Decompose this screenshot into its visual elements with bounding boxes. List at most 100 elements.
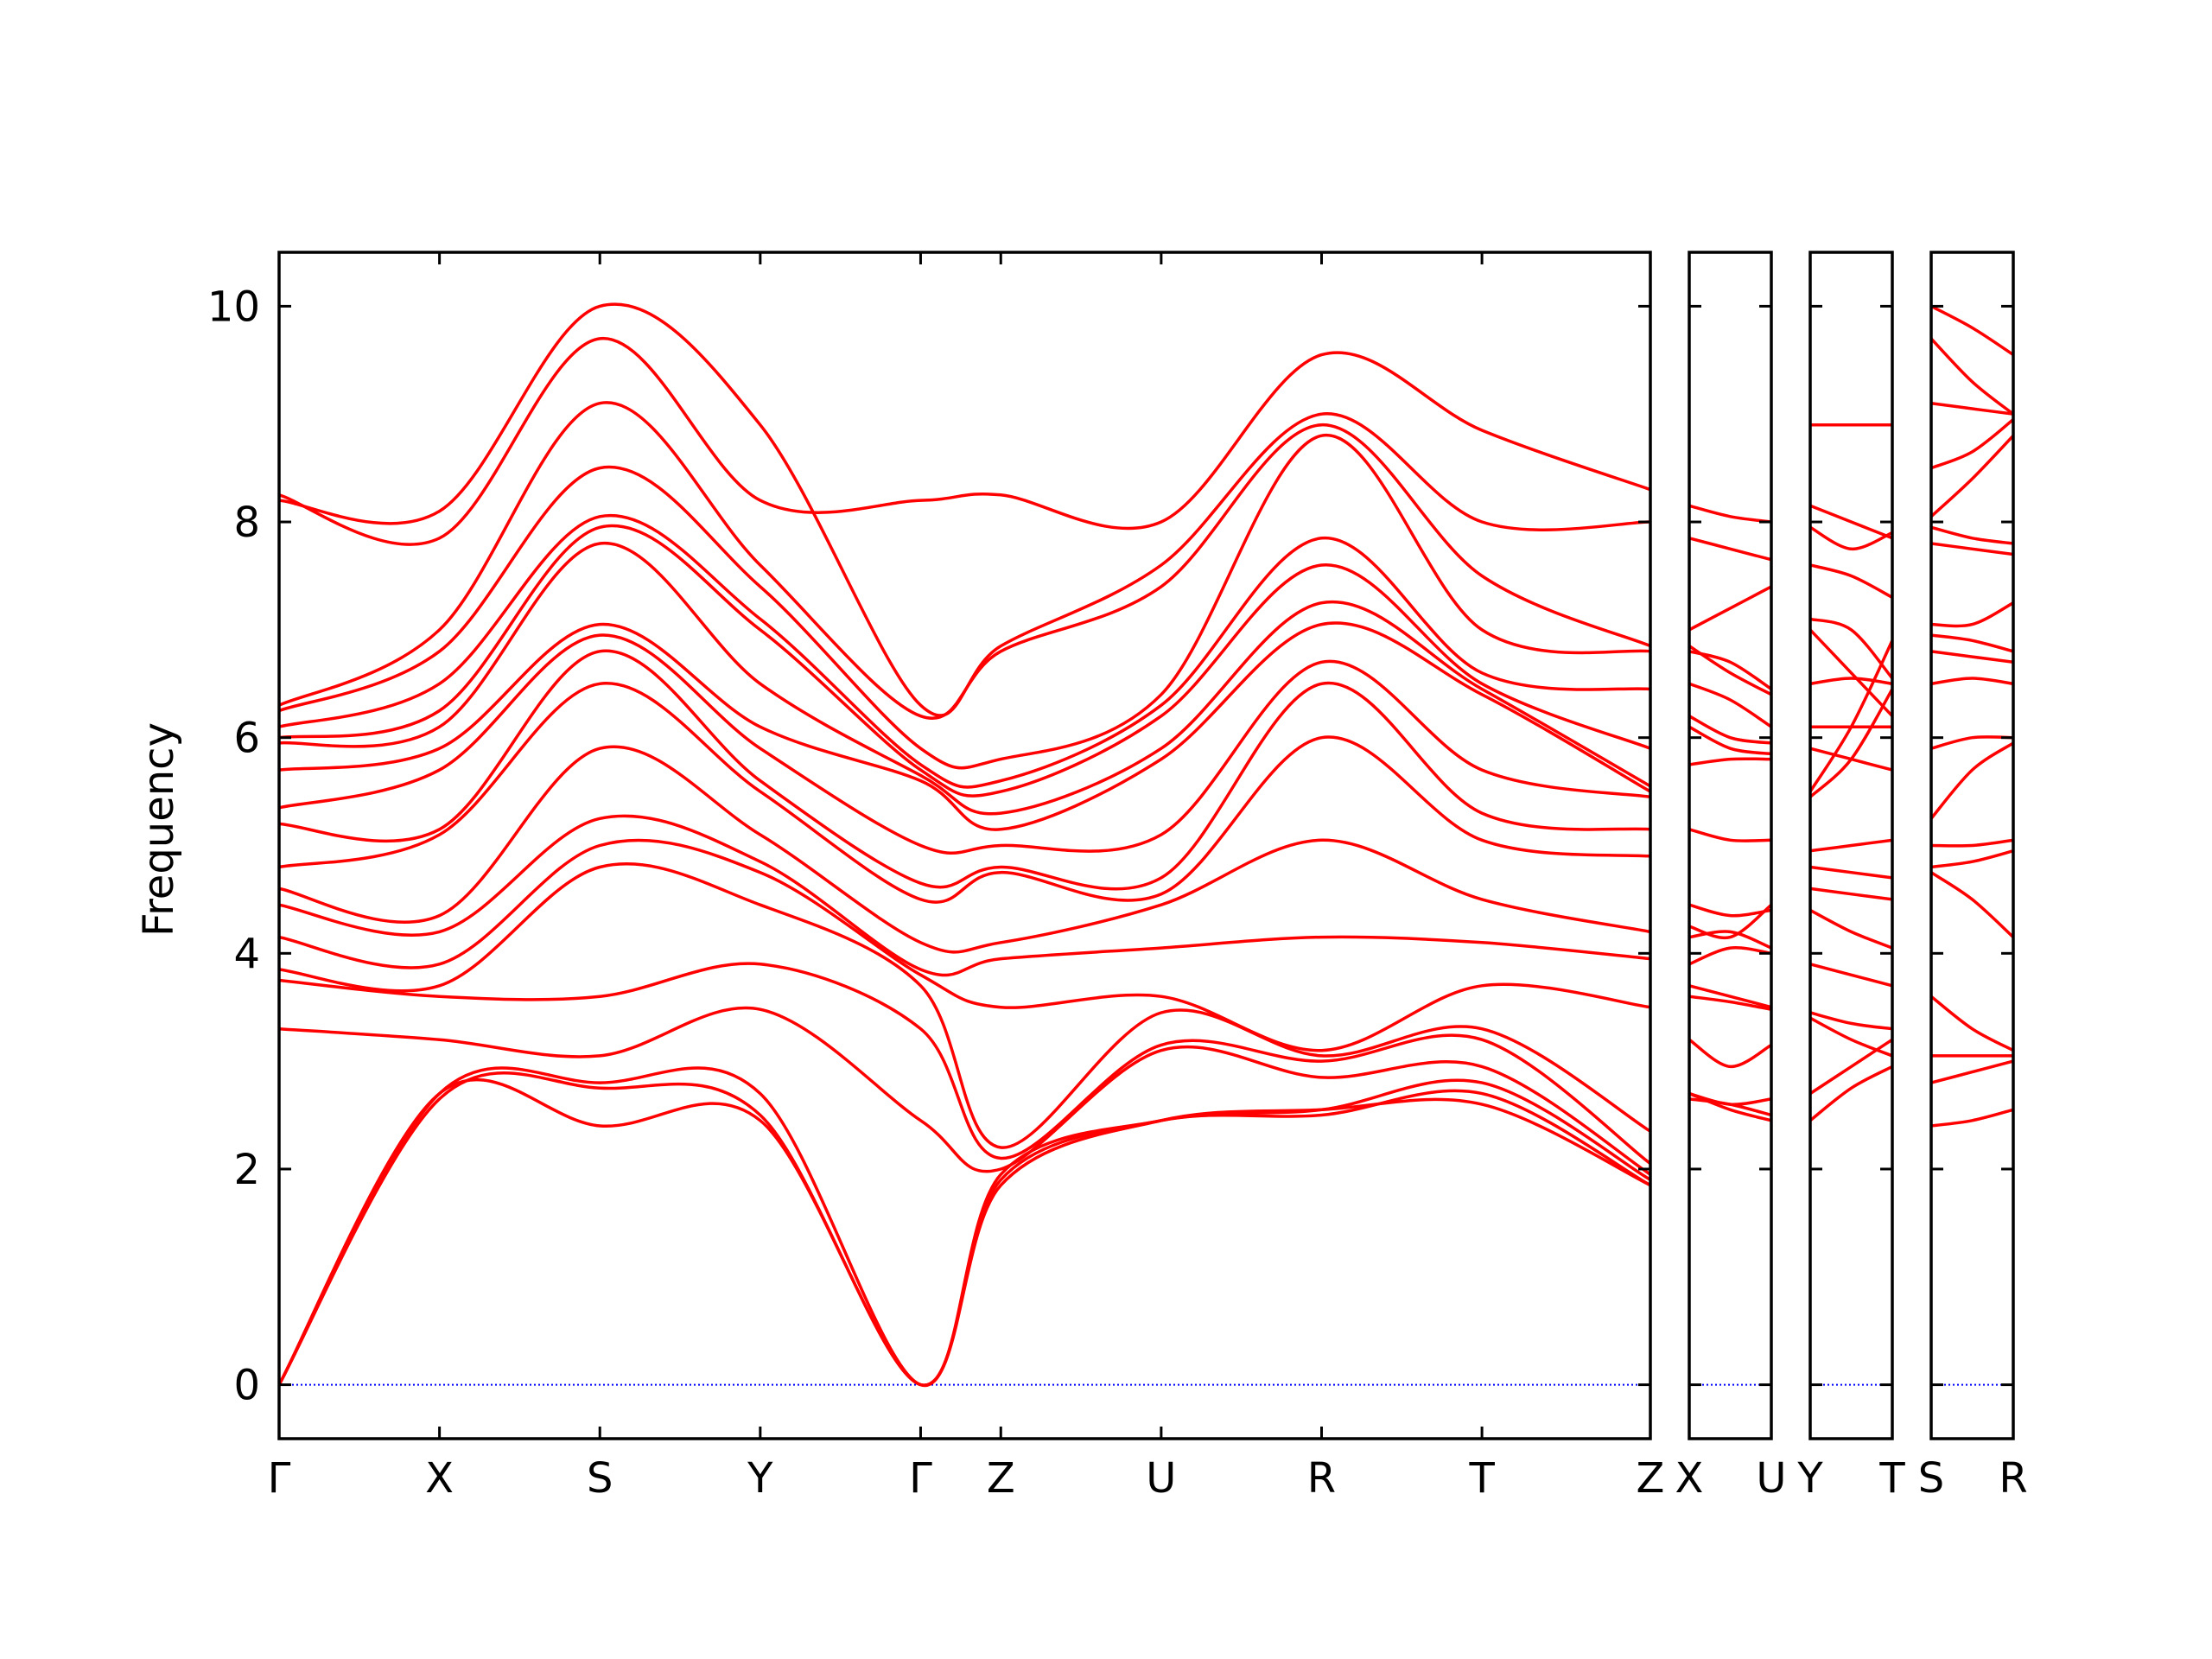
x-tick-label: Y bbox=[747, 1454, 773, 1503]
x-tick-label: S bbox=[1918, 1454, 1944, 1503]
band-line bbox=[1810, 908, 1892, 950]
band-line bbox=[279, 1077, 1650, 1387]
band-line bbox=[1931, 304, 2013, 357]
band-line bbox=[1931, 838, 2013, 848]
band-line bbox=[1689, 725, 1771, 756]
band-line bbox=[1689, 984, 1771, 1009]
band-line bbox=[279, 434, 1650, 770]
band-line bbox=[279, 337, 1650, 546]
x-tick-label: T bbox=[1878, 1454, 1905, 1503]
y-tick-label: 8 bbox=[233, 499, 260, 547]
band-line bbox=[1931, 418, 2013, 470]
band-line bbox=[279, 633, 1650, 855]
band-line bbox=[1810, 963, 1892, 988]
band-line bbox=[1689, 903, 1771, 918]
band-line bbox=[1689, 828, 1771, 842]
band-line bbox=[1689, 537, 1771, 562]
band-line bbox=[1689, 1091, 1771, 1122]
y-tick-label: 4 bbox=[233, 930, 260, 978]
band-line bbox=[1810, 639, 1892, 793]
band-line bbox=[1931, 633, 2013, 653]
band-line bbox=[1931, 1108, 2013, 1128]
band-line bbox=[1810, 504, 1892, 540]
panel-frame bbox=[1688, 251, 1773, 1440]
band-line bbox=[1689, 995, 1771, 1011]
band-line bbox=[1810, 617, 1892, 680]
x-tick-label: Γ bbox=[909, 1454, 932, 1503]
band-line bbox=[1931, 337, 2013, 416]
band-line bbox=[279, 682, 1650, 904]
band-line bbox=[1931, 995, 2013, 1052]
band-line bbox=[1931, 434, 2013, 518]
band-line bbox=[1689, 650, 1771, 690]
y-tick-label: 2 bbox=[233, 1146, 260, 1194]
band-lines bbox=[1689, 504, 1771, 1122]
band-lines bbox=[1931, 304, 2013, 1128]
band-line bbox=[279, 649, 1650, 891]
band-line bbox=[279, 745, 1650, 954]
band-line bbox=[1689, 1097, 1771, 1117]
x-tick-label: T bbox=[1468, 1454, 1495, 1503]
x-tick-label: Y bbox=[1796, 1454, 1823, 1503]
band-line bbox=[1689, 504, 1771, 524]
band-line bbox=[279, 962, 1650, 1166]
x-tick-label: Γ bbox=[268, 1454, 291, 1503]
x-tick-label: X bbox=[425, 1454, 454, 1503]
band-line bbox=[1810, 628, 1892, 717]
x-tick-label: Z bbox=[1637, 1454, 1665, 1503]
band-line bbox=[1689, 930, 1771, 950]
band-line bbox=[279, 1006, 1650, 1176]
y-axis-label: Frequency bbox=[135, 722, 183, 937]
band-line bbox=[279, 401, 1650, 720]
y-tick-label: 10 bbox=[207, 283, 260, 331]
panel-frame bbox=[1808, 251, 1894, 1440]
panel-frame bbox=[1929, 251, 2015, 1440]
x-tick-label: X bbox=[1675, 1454, 1704, 1503]
x-tick-label: R bbox=[1307, 1454, 1336, 1503]
band-line bbox=[1931, 735, 2013, 750]
band-line bbox=[1810, 1065, 1892, 1122]
band-line bbox=[1689, 715, 1771, 745]
band-lines bbox=[279, 302, 1650, 1388]
band-line bbox=[279, 1071, 1650, 1387]
band-line bbox=[279, 838, 1650, 1052]
panel-frame bbox=[277, 251, 1652, 1440]
band-line bbox=[279, 542, 1650, 816]
x-tick-label: U bbox=[1756, 1454, 1786, 1503]
x-tick-label: S bbox=[587, 1454, 613, 1503]
band-line bbox=[279, 513, 1650, 789]
band-line bbox=[1931, 542, 2013, 556]
y-tick-label: 6 bbox=[233, 715, 260, 763]
band-line bbox=[1931, 401, 2013, 416]
band-line bbox=[1810, 1011, 1892, 1031]
band-line bbox=[1810, 677, 1892, 686]
band-line bbox=[1689, 1038, 1771, 1069]
band-line bbox=[1931, 871, 2013, 938]
band-line bbox=[279, 814, 1650, 977]
band-lines bbox=[1810, 423, 1892, 1122]
band-line bbox=[1931, 849, 2013, 869]
band-line bbox=[279, 524, 1650, 798]
band-line bbox=[1931, 677, 2013, 686]
band-line bbox=[1810, 688, 1892, 798]
x-tick-label: U bbox=[1146, 1454, 1176, 1503]
band-line bbox=[1689, 903, 1771, 940]
x-tick-label: Z bbox=[987, 1454, 1015, 1503]
band-line bbox=[1931, 741, 2013, 820]
band-line bbox=[1689, 682, 1771, 728]
band-line bbox=[1689, 945, 1771, 966]
band-line bbox=[279, 621, 1650, 831]
x-tick-label: R bbox=[1999, 1454, 2027, 1503]
band-line bbox=[1810, 1016, 1892, 1058]
y-tick-label: 0 bbox=[233, 1362, 260, 1410]
band-line bbox=[279, 862, 1650, 1149]
y-tick-labels: 0 2 4 6 8 10 bbox=[207, 283, 260, 1409]
band-line bbox=[1810, 1038, 1892, 1096]
band-line bbox=[1931, 650, 2013, 664]
